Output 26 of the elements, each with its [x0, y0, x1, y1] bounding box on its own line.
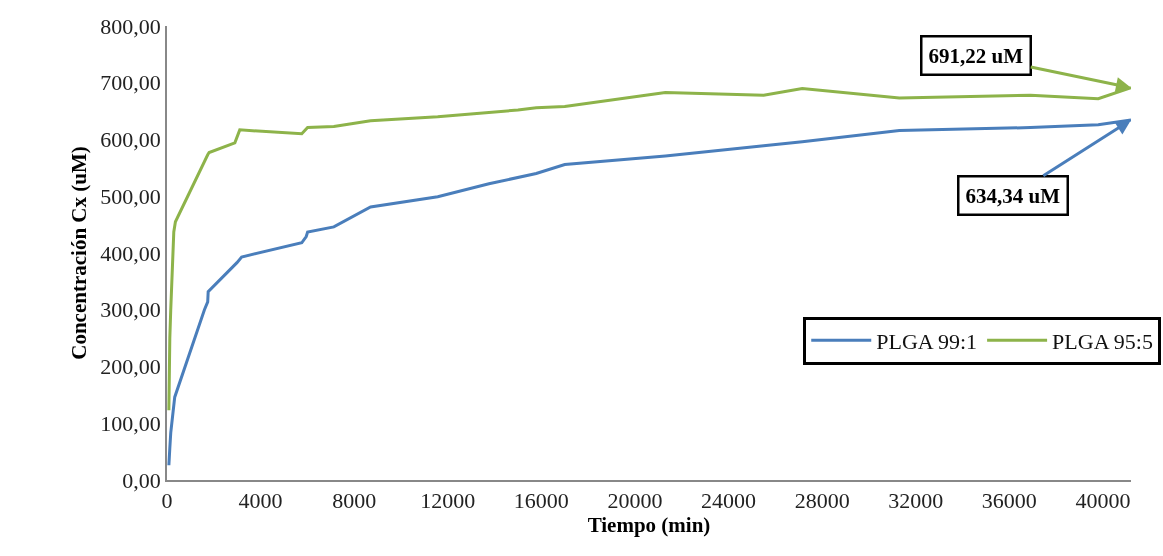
y-tick-label: 0,00 — [122, 467, 161, 493]
y-tick-label: 700,00 — [100, 70, 161, 96]
x-tick-label: 24000 — [701, 488, 757, 514]
y-tick-label: 200,00 — [100, 354, 161, 380]
annotation: 691,22 uM — [928, 43, 1024, 68]
x-tick-label: 20000 — [607, 488, 663, 514]
x-tick-label: 12000 — [420, 488, 476, 514]
annotation: 634,34 uM — [965, 183, 1061, 208]
y-tick-label: 400,00 — [100, 240, 161, 266]
x-tick-label: 16000 — [513, 488, 569, 514]
x-axis-title: Tiempo (min) — [587, 513, 711, 538]
x-tick-label: 4000 — [238, 488, 283, 514]
legend-label: PLGA 95:5 — [1052, 328, 1153, 354]
legend-label: PLGA 99:1 — [876, 328, 978, 354]
y-axis-title: Concentración Cx (uM) — [67, 146, 91, 360]
y-tick-label: 600,00 — [100, 127, 161, 153]
y-tick-label: 100,00 — [100, 410, 161, 436]
x-tick-label: 8000 — [332, 488, 377, 514]
y-tick-label: 300,00 — [100, 297, 161, 323]
x-tick-label: 0 — [161, 488, 173, 514]
x-tick-label: 32000 — [888, 488, 944, 514]
x-tick-label: 36000 — [981, 488, 1037, 514]
y-tick-label: 500,00 — [100, 183, 161, 209]
x-tick-label: 40000 — [1075, 488, 1131, 514]
x-tick-label: 28000 — [794, 488, 850, 514]
y-tick-label: 800,00 — [100, 13, 161, 39]
